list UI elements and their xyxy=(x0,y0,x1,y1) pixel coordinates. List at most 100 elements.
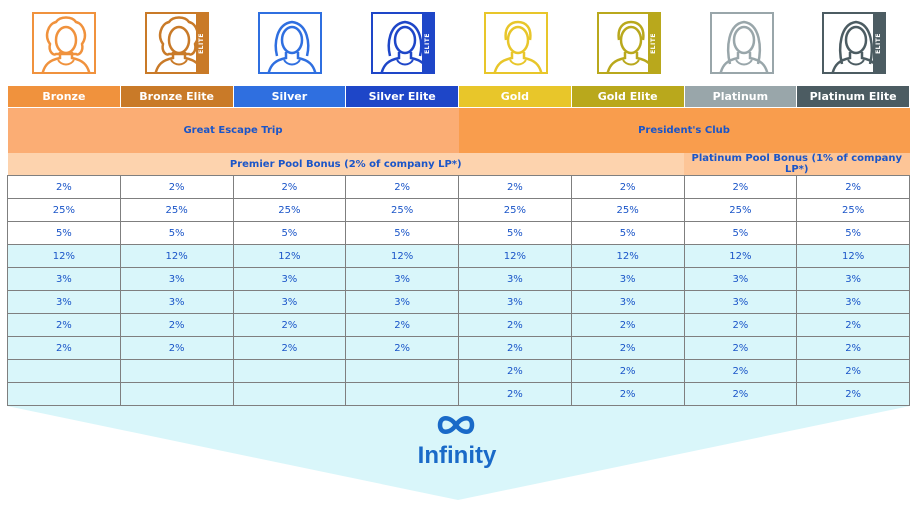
silver-elite-avatar-icon: ELITE xyxy=(371,12,435,74)
table-cell: 2% xyxy=(796,336,910,360)
table-cell: 3% xyxy=(119,290,234,314)
table-cell: 5% xyxy=(796,221,910,245)
table-cell: 25% xyxy=(458,198,572,222)
gold-elite-avatar-icon: ELITE xyxy=(597,12,661,74)
table-row: 12% 12% 12% 12% 12% 12% 12% 12% xyxy=(7,244,910,268)
elite-tag: ELITE xyxy=(873,14,884,72)
table-cell: 2% xyxy=(232,336,347,360)
platinum-elite-avatar-icon: ELITE xyxy=(822,12,886,74)
commission-rows: 2% 2% 2% 2% 2% 2% 2% 2% 25% 25% 25% 25% 25% 25% 25% 25%… xyxy=(7,175,910,406)
table-row: 3% 3% 3% 3% 3% 3% 3% 3% xyxy=(7,267,910,291)
table-cell: 2% xyxy=(570,359,685,383)
elite-tag: ELITE xyxy=(422,14,433,72)
table-cell: 3% xyxy=(458,267,572,291)
table-cell: 3% xyxy=(796,267,910,291)
table-cell: 3% xyxy=(683,267,798,291)
table-cell: 3% xyxy=(345,267,459,291)
table-cell: 3% xyxy=(345,290,459,314)
platinum-pool-bonus-cell: Platinum Pool Bonus (1% of company LP*) xyxy=(684,153,910,176)
bronze-avatar-icon xyxy=(32,12,96,74)
table-cell: 2% xyxy=(683,359,798,383)
table-cell: 3% xyxy=(119,267,234,291)
table-cell: 5% xyxy=(458,221,572,245)
bronze-elite-avatar-icon: ELITE xyxy=(145,12,209,74)
table-cell: 3% xyxy=(570,290,685,314)
table-row: 2% 2% 2% 2% 2% 2% 2% 2% xyxy=(7,175,910,199)
table-cell: 3% xyxy=(796,290,910,314)
table-cell: 12% xyxy=(683,244,798,268)
table-row: 5% 5% 5% 5% 5% 5% 5% 5% xyxy=(7,221,910,245)
table-cell: 3% xyxy=(683,290,798,314)
table-cell: 2% xyxy=(232,313,347,337)
table-cell: 25% xyxy=(796,198,910,222)
great-escape-trip-cell: Great Escape Trip xyxy=(7,107,459,153)
table-row: 2% 2% 2% 2% xyxy=(7,359,910,383)
table-row: 3% 3% 3% 3% 3% 3% 3% 3% xyxy=(7,290,910,314)
elite-tag: ELITE xyxy=(196,14,207,72)
table-cell: 12% xyxy=(119,244,234,268)
table-cell: 2% xyxy=(570,382,685,406)
premier-pool-bonus-cell: Premier Pool Bonus (2% of company LP*) xyxy=(7,153,684,176)
table-cell: 2% xyxy=(119,336,234,360)
table-cell: 25% xyxy=(119,198,234,222)
table-cell: 3% xyxy=(232,267,347,291)
table-cell: 3% xyxy=(458,290,572,314)
table-cell xyxy=(345,359,459,383)
level-header-silver: Silver xyxy=(232,85,347,108)
table-cell xyxy=(7,382,121,406)
table-cell: 2% xyxy=(345,313,459,337)
level-header-platinum-elite: Platinum Elite xyxy=(796,85,910,108)
table-cell: 12% xyxy=(796,244,910,268)
table-cell: 5% xyxy=(345,221,459,245)
table-cell: 3% xyxy=(7,290,121,314)
presidents-club-cell: President's Club xyxy=(458,107,910,153)
table-cell: 2% xyxy=(796,382,910,406)
level-header-bronze-elite: Bronze Elite xyxy=(119,85,234,108)
level-header-row: Bronze Bronze Elite Silver Silver Elite Gold… xyxy=(7,85,910,108)
table-cell xyxy=(345,382,459,406)
table-cell: 25% xyxy=(232,198,347,222)
table-cell xyxy=(7,359,121,383)
table-cell: 25% xyxy=(7,198,121,222)
level-header-platinum: Platinum xyxy=(683,85,798,108)
table-cell: 2% xyxy=(570,175,685,199)
table-cell: 5% xyxy=(7,221,121,245)
table-row: 2% 2% 2% 2% xyxy=(7,382,910,406)
table-cell xyxy=(232,382,347,406)
table-cell: 5% xyxy=(683,221,798,245)
table-cell: 2% xyxy=(570,336,685,360)
table-cell: 2% xyxy=(458,359,572,383)
table-cell: 2% xyxy=(119,175,234,199)
table-cell: 12% xyxy=(345,244,459,268)
level-header-gold-elite: Gold Elite xyxy=(570,85,685,108)
table-cell: 2% xyxy=(458,313,572,337)
table-cell: 25% xyxy=(570,198,685,222)
program-row: Great Escape Trip President's Club xyxy=(7,107,910,153)
table-cell xyxy=(119,382,234,406)
table-cell: 12% xyxy=(232,244,347,268)
table-cell: 3% xyxy=(232,290,347,314)
level-header-bronze: Bronze xyxy=(7,85,121,108)
table-row: 2% 2% 2% 2% 2% 2% 2% 2% xyxy=(7,313,910,337)
level-header-silver-elite: Silver Elite xyxy=(345,85,459,108)
gold-avatar-icon xyxy=(484,12,548,74)
table-cell: 2% xyxy=(7,175,121,199)
elite-tag: ELITE xyxy=(648,14,659,72)
table-cell: 5% xyxy=(232,221,347,245)
table-cell: 2% xyxy=(232,175,347,199)
table-cell: 2% xyxy=(458,336,572,360)
table-cell: 2% xyxy=(458,175,572,199)
infinity-band xyxy=(7,406,910,500)
table-cell: 3% xyxy=(7,267,121,291)
infinity-icon xyxy=(437,416,475,434)
table-cell: 2% xyxy=(345,336,459,360)
table-cell: 3% xyxy=(570,267,685,291)
silver-avatar-icon xyxy=(258,12,322,74)
level-header-gold: Gold xyxy=(458,85,572,108)
table-cell: 5% xyxy=(570,221,685,245)
compensation-table: Bronze Bronze Elite Silver Silver Elite Gold… xyxy=(7,85,910,406)
table-cell: 25% xyxy=(683,198,798,222)
table-row: 2% 2% 2% 2% 2% 2% 2% 2% xyxy=(7,336,910,360)
pool-bonus-row: Premier Pool Bonus (2% of company LP*) P… xyxy=(7,153,910,176)
table-cell: 2% xyxy=(796,359,910,383)
